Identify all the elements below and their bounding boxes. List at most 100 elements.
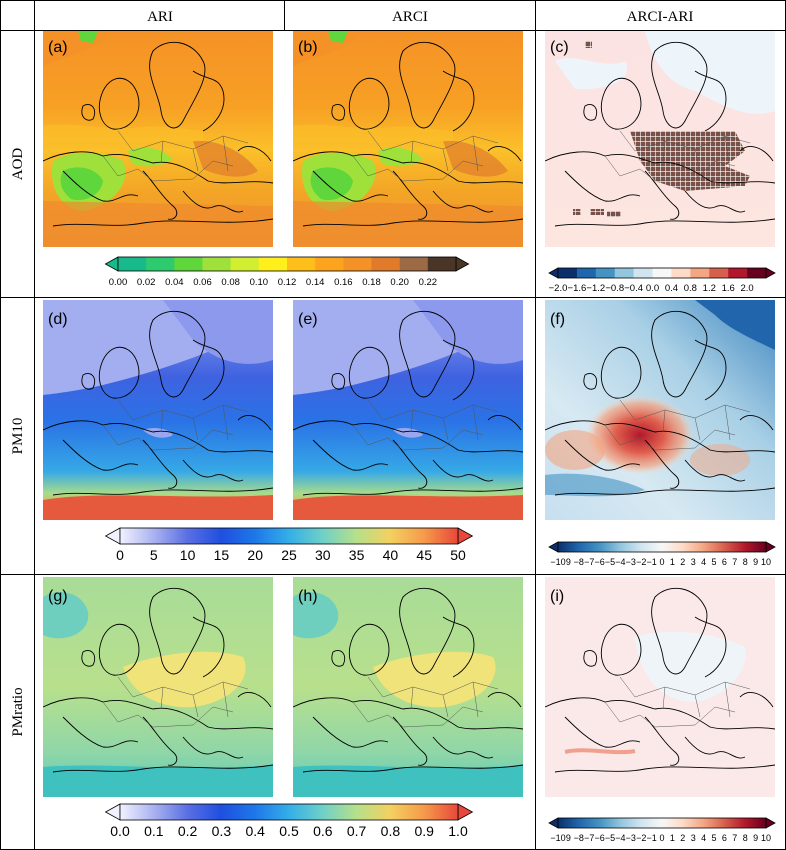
colorbar-tick-label: 0.04 — [165, 277, 184, 288]
colorbar-tick-label: −2 — [636, 557, 646, 567]
colorbar-min-arrow — [548, 541, 559, 553]
colorbar-min-arrow — [548, 817, 559, 829]
colorbar-tick-label: 0.7 — [347, 823, 367, 839]
colorbar-outline — [557, 541, 767, 553]
colorbar-tick-label: 0.3 — [212, 823, 232, 839]
map-panel-c — [545, 31, 775, 247]
colorbar-tick-label: 0.10 — [250, 277, 269, 288]
colorbar-tick-label: 7 — [732, 557, 737, 567]
colorbar-min-arrow — [104, 527, 121, 545]
colorbar-tick-label: 1.2 — [703, 283, 716, 294]
panel-label-g: (g) — [48, 588, 68, 605]
colorbar-outline — [557, 817, 767, 829]
colorbar-swatch — [230, 257, 260, 271]
colorbar-tick-label: 1.6 — [722, 283, 735, 294]
colorbar-outline — [119, 527, 459, 545]
colorbar-tick-label: −0.8 — [605, 283, 624, 294]
colorbar-tick-label: 9 — [753, 557, 758, 567]
colorbar-swatch — [709, 268, 729, 278]
colorbar-tick-label: 50 — [450, 547, 466, 563]
colorbar-swatch — [652, 268, 672, 278]
colorbar-tick-label: 2 — [680, 833, 685, 843]
colorbar-tick-label: 0.02 — [137, 277, 156, 288]
colorbar-tick-label: 3 — [691, 557, 696, 567]
colorbar-tick-label: 0.0 — [646, 283, 659, 294]
colorbar-tick-label: −10 — [550, 557, 565, 567]
row-header-aod: AOD — [10, 148, 26, 181]
colorbar-tick-label: −2 — [636, 833, 646, 843]
colorbar-pmratio: 0.0 0.1 0.2 0.3 0.4 0.5 0.6 0.7 0.8 0.9 1.0 — [104, 803, 474, 839]
map-panel-f — [545, 300, 775, 520]
colorbar-swatch — [558, 268, 578, 278]
colorbar-tick-label: 25 — [281, 547, 297, 563]
colorbar-tick-label: −3 — [626, 833, 636, 843]
colorbar-max-arrow — [765, 267, 776, 279]
colorbar-tick-label: 0.18 — [362, 277, 381, 288]
colorbar-swatch — [202, 257, 231, 271]
map-panel-d — [43, 300, 273, 520]
colorbar-tick-label: −10 — [550, 833, 565, 843]
colorbar-tick-label: −4 — [615, 833, 625, 843]
colorbar-pm10: 0 5 10 15 20 25 30 35 40 45 50 — [104, 527, 474, 563]
colorbar-swatch — [595, 268, 616, 278]
colorbar-tick-label: 0.20 — [390, 277, 409, 288]
colorbar-tick-label: 6 — [722, 833, 727, 843]
colorbar-tick-label: 0.2 — [178, 823, 198, 839]
colorbar-tick-label: 1.0 — [448, 823, 468, 839]
colorbar-swatch — [399, 257, 429, 271]
panel-label-a: (a) — [48, 39, 68, 56]
colorbar-tick-label: 35 — [349, 547, 365, 563]
panel-label-d: (d) — [48, 311, 68, 328]
row-header-pm10: PM10 — [10, 418, 26, 455]
colorbar-tick-label: 10 — [761, 557, 771, 567]
colorbar-tick-label: −1 — [646, 557, 656, 567]
colorbar-swatch — [174, 257, 203, 271]
colorbar-tick-label: −2.0 — [549, 283, 568, 294]
colorbar-max-arrow — [457, 527, 474, 545]
colorbar-min-arrow — [104, 256, 119, 272]
colorbar-swatch — [343, 257, 372, 271]
colorbar-swatch — [427, 257, 457, 271]
colorbar-tick-label: 0.9 — [414, 823, 434, 839]
panel-label-i: (i) — [550, 588, 564, 605]
panel-labels: (a) (b) (c) (d) (e) (f) (g) (h) (i) — [48, 39, 569, 605]
colorbar-aod: 0.00 0.02 0.04 0.06 0.08 0.10 0.12 0.14 0.16 0.18… — [104, 256, 470, 288]
colorbar-tick-label: 1 — [670, 557, 675, 567]
colorbar-tick-label: −7 — [584, 833, 594, 843]
colorbar-tick-label: 0.16 — [334, 277, 353, 288]
colorbar-tick-label: 0.8 — [684, 283, 697, 294]
colorbar-tick-label: 0.08 — [221, 277, 240, 288]
colorbar-tick-label: 7 — [732, 833, 737, 843]
colorbar-tick-label: 20 — [247, 547, 263, 563]
colorbar-tick-label: 0.4 — [665, 283, 678, 294]
panel-label-f: (f) — [550, 311, 565, 328]
colorbar-swatch — [747, 268, 767, 278]
panel-label-h: (h) — [298, 588, 318, 605]
colorbar-swatch — [690, 268, 710, 278]
colorbar-tick-label: 9 — [566, 833, 571, 843]
colorbar-swatch — [614, 268, 634, 278]
colorbar-tick-label: 0.4 — [245, 823, 265, 839]
colorbar-tick-label: 0.5 — [279, 823, 299, 839]
colorbar-tick-label: 6 — [722, 557, 727, 567]
map-panel-b — [293, 31, 523, 247]
colorbar-swatch — [671, 268, 691, 278]
colorbar-tick-label: −4 — [615, 557, 625, 567]
colorbar-tick-label: −8 — [574, 833, 584, 843]
colorbar-tick-label: 0.22 — [419, 277, 438, 288]
map-panel-h — [293, 577, 523, 797]
colorbar-aod-diff: −2.0 −1.6 −1.2 −0.8 −0.4 0.0 0.4 0.8 1.2 1.6 2.0 — [548, 267, 776, 294]
colorbar-tick-label: 30 — [315, 547, 331, 563]
colorbar-pmratio-diff: −10 9 −8 −7 −6 −5 −4 −3 −2 −1 0 1 2 3 4 5 6 7 8 9 10 — [548, 817, 776, 843]
colorbar-swatch — [728, 268, 748, 278]
colorbar-tick-label: −1.6 — [568, 283, 587, 294]
colorbar-swatch — [146, 257, 175, 271]
colorbar-tick-label: 45 — [416, 547, 432, 563]
colorbar-tick-label: −7 — [584, 557, 594, 567]
colorbar-tick-label: 0 — [659, 557, 664, 567]
colorbar-gradient — [558, 818, 766, 828]
colorbar-tick-label: 0 — [116, 547, 124, 563]
col-header-arci-ari: ARCI-ARI — [627, 9, 694, 25]
colorbar-max-arrow — [455, 256, 470, 272]
colorbar-outline — [119, 803, 459, 821]
